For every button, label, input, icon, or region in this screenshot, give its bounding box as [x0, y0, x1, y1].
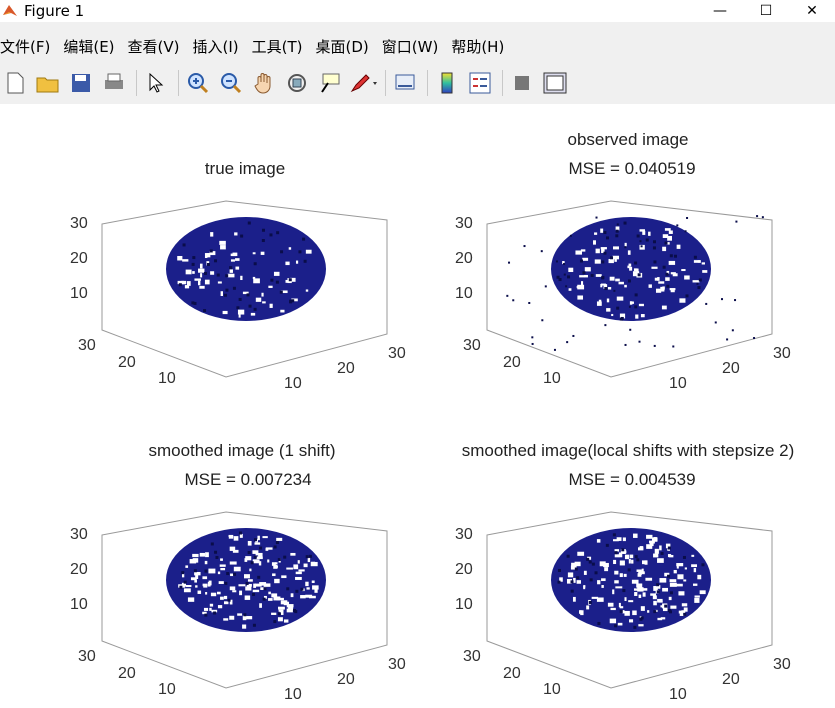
subplot-3-xtick: 20 — [118, 665, 136, 682]
subplot-3-ytick: 10 — [284, 686, 302, 703]
subplot-3-ztick: 30 — [70, 526, 88, 543]
zoom-in-icon[interactable] — [183, 68, 213, 98]
toolbar — [0, 66, 835, 100]
title-bar: Figure 1 — ☐ ✕ — [0, 0, 835, 22]
subplot-4-xtick: 20 — [503, 665, 521, 682]
subplot-4-ytick: 30 — [773, 656, 791, 673]
subplot-3-ztick: 10 — [70, 596, 88, 613]
figure-canvas[interactable]: true image 30 20 10 30 20 10 10 20 30 ob… — [0, 104, 835, 708]
subplot-4-xtick: 30 — [463, 648, 481, 665]
data-cursor-icon[interactable] — [315, 68, 345, 98]
subplot-3-title: smoothed image (1 shift) — [148, 441, 336, 460]
subplot-4-axes[interactable] — [486, 511, 773, 689]
subplot-4-ytick: 20 — [722, 671, 740, 688]
menu-edit[interactable]: 编辑(E) — [63, 37, 115, 56]
subplot-1-ytick: 30 — [388, 345, 406, 362]
menu-insert[interactable]: 插入(I) — [192, 37, 239, 56]
subplot-2-title: observed image — [567, 130, 689, 149]
subplot-2-ytick: 30 — [773, 345, 791, 362]
save-icon[interactable] — [66, 68, 96, 98]
rotate-3d-icon[interactable] — [282, 68, 312, 98]
maximize-button[interactable]: ☐ — [759, 3, 773, 19]
subplot-2-ytick: 20 — [722, 360, 740, 377]
subplot-3-axes[interactable] — [101, 511, 388, 689]
subplot-1-ztick: 30 — [70, 215, 88, 232]
subplot-3-xtick: 10 — [158, 681, 176, 698]
subplot-2-mse: MSE = 0.040519 — [568, 159, 696, 178]
print-icon[interactable] — [99, 68, 129, 98]
subplots-svg — [101, 200, 773, 689]
pan-icon[interactable] — [249, 68, 279, 98]
subplot-4-ztick: 20 — [455, 561, 473, 578]
subplot-4-ytick: 10 — [669, 686, 687, 703]
menu-tools[interactable]: 工具(T) — [251, 37, 303, 56]
link-plot-icon[interactable] — [390, 68, 420, 98]
menu-bar: 文件(F) 编辑(E) 查看(V) 插入(I) 工具(T) 桌面(D) 窗口(W… — [0, 33, 835, 59]
subplot-1-ztick: 20 — [70, 250, 88, 267]
open-file-icon[interactable] — [33, 68, 63, 98]
subplot-3-ztick: 20 — [70, 561, 88, 578]
subplot-1-axes[interactable] — [101, 200, 388, 378]
hide-plot-tools-icon[interactable] — [507, 68, 537, 98]
toolbar-separator — [427, 70, 428, 96]
subplot-3-ytick: 20 — [337, 671, 355, 688]
subplot-1-ytick: 10 — [284, 375, 302, 392]
voxel-volume — [166, 217, 326, 321]
toolbar-separator — [136, 70, 137, 96]
subplot-3-xtick: 30 — [78, 648, 96, 665]
menu-help[interactable]: 帮助(H) — [451, 37, 505, 56]
subplot-2-xtick: 30 — [463, 337, 481, 354]
subplot-2-axes[interactable] — [486, 200, 773, 378]
legend-icon[interactable] — [465, 68, 495, 98]
subplot-1-xtick: 10 — [158, 370, 176, 387]
menu-window[interactable]: 窗口(W) — [381, 37, 439, 56]
toolbar-separator — [502, 70, 503, 96]
colorbar-icon[interactable] — [432, 68, 462, 98]
toolbar-separator — [385, 70, 386, 96]
new-figure-icon[interactable] — [0, 68, 30, 98]
subplot-1-title: true image — [204, 159, 286, 178]
brush-icon[interactable] — [348, 68, 378, 98]
subplot-1-xtick: 20 — [118, 354, 136, 371]
show-plot-tools-icon[interactable] — [540, 68, 570, 98]
minimize-button[interactable]: — — [713, 3, 727, 19]
menu-view[interactable]: 查看(V) — [127, 37, 180, 56]
window-title: Figure 1 — [24, 2, 85, 20]
subplot-1-ztick: 10 — [70, 285, 88, 302]
subplot-4-mse: MSE = 0.004539 — [568, 470, 696, 489]
subplot-2-xtick: 20 — [503, 354, 521, 371]
subplot-2-ytick: 10 — [669, 375, 687, 392]
menu-desktop[interactable]: 桌面(D) — [315, 37, 369, 56]
subplot-1-ytick: 20 — [337, 360, 355, 377]
matlab-icon — [3, 5, 17, 16]
subplot-3-ytick: 30 — [388, 656, 406, 673]
zoom-out-icon[interactable] — [216, 68, 246, 98]
close-button[interactable]: ✕ — [806, 3, 818, 19]
subplot-3-mse: MSE = 0.007234 — [184, 470, 312, 489]
subplot-4-title: smoothed image(local shifts with stepsiz… — [461, 441, 795, 460]
subplot-4-ztick: 30 — [455, 526, 473, 543]
subplot-2-ztick: 10 — [455, 285, 473, 302]
subplot-2-ztick: 20 — [455, 250, 473, 267]
subplot-4-ztick: 10 — [455, 596, 473, 613]
subplot-2-xtick: 10 — [543, 370, 561, 387]
subplot-4-xtick: 10 — [543, 681, 561, 698]
subplot-2-ztick: 30 — [455, 215, 473, 232]
menu-file[interactable]: 文件(F) — [0, 37, 51, 56]
toolbar-separator — [178, 70, 179, 96]
edit-plot-icon[interactable] — [141, 68, 171, 98]
subplot-1-xtick: 30 — [78, 337, 96, 354]
